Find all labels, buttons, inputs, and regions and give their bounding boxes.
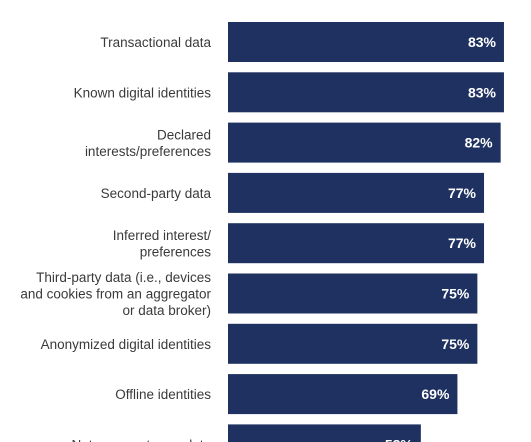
category-label: Offline identities xyxy=(115,387,211,402)
bar xyxy=(228,122,501,163)
value-label: 58% xyxy=(385,436,414,442)
category-label: Net-new customer data xyxy=(71,437,211,442)
value-label: 83% xyxy=(468,34,497,50)
value-label: 82% xyxy=(465,135,494,151)
value-label: 83% xyxy=(468,84,497,100)
category-label: Declared interests/preferences xyxy=(85,127,211,159)
category-label: Anonymized digital identities xyxy=(41,337,212,352)
category-label: Third-party data (i.e., devices and cooki… xyxy=(20,270,211,318)
category-label: Transactional data xyxy=(100,35,211,50)
category-label: Inferred interest/preferences xyxy=(113,228,212,260)
bar xyxy=(228,424,421,442)
value-label: 75% xyxy=(441,336,470,352)
value-label: 77% xyxy=(448,235,477,251)
bar xyxy=(228,72,504,113)
bar xyxy=(228,374,458,415)
bar xyxy=(228,172,485,213)
value-label: 69% xyxy=(421,386,450,402)
category-label: Second-party data xyxy=(101,186,212,201)
value-label: 77% xyxy=(448,185,477,201)
bar xyxy=(228,223,485,264)
bar xyxy=(228,22,504,62)
value-label: 75% xyxy=(441,286,470,302)
bar xyxy=(228,273,478,314)
category-label: Known digital identities xyxy=(74,85,212,100)
bar xyxy=(228,323,478,364)
